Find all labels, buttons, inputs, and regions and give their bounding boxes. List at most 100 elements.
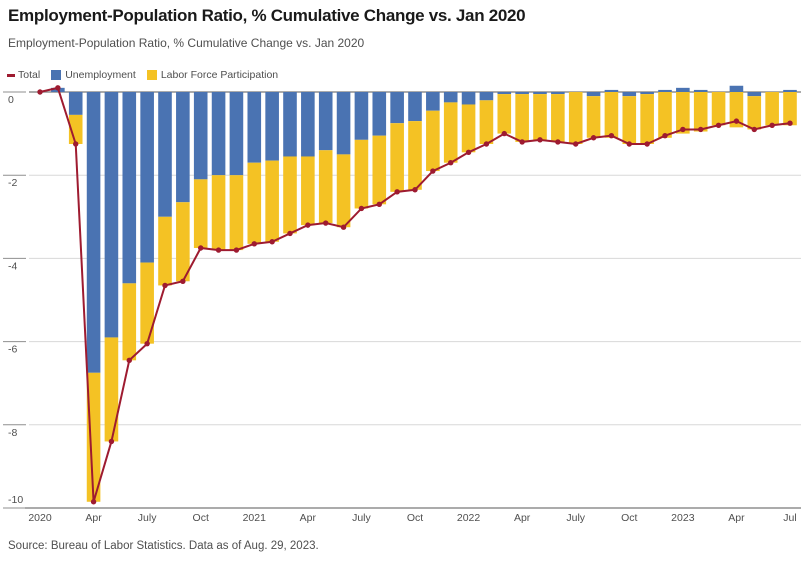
bar-unemployment (265, 92, 279, 161)
y-tick-label: -2 (8, 177, 17, 189)
bar-unemployment (604, 89, 619, 92)
bar-unemployment (158, 92, 172, 217)
legend-item-total: Total (7, 69, 40, 81)
lfp-swatch (146, 70, 157, 80)
bar-labor-force-participation (765, 92, 779, 126)
bar-labor-force-participation (711, 92, 726, 126)
bar-labor-force-participation (301, 156, 315, 226)
bar-labor-force-participation (640, 94, 654, 144)
total-line-point (108, 438, 115, 445)
y-tick-label: -4 (8, 260, 17, 272)
total-line-point (448, 160, 454, 166)
total-line-point (608, 132, 615, 139)
bar-labor-force-participation (140, 262, 154, 344)
y-tick-label: -10 (8, 494, 23, 506)
y-tick-label: -6 (8, 344, 17, 356)
bar-unemployment (283, 92, 297, 157)
bar-labor-force-participation (158, 216, 172, 286)
total-line-point (358, 205, 365, 212)
bar-labor-force-participation (604, 92, 619, 138)
x-tick-label: 2021 (243, 512, 267, 524)
total-line-point (305, 222, 311, 228)
bar-unemployment (354, 92, 369, 140)
total-line-point (787, 120, 793, 126)
bar-unemployment (426, 92, 440, 111)
total-line-point (733, 118, 740, 124)
x-tick-label: 2023 (671, 512, 695, 524)
bar-labor-force-participation (729, 92, 744, 128)
total-line-point (465, 149, 472, 156)
legend-item-lfp: Labor Force Participation (146, 69, 279, 81)
total-line-point (376, 201, 382, 208)
bar-unemployment (122, 92, 137, 284)
total-line-point (215, 247, 222, 253)
bar-unemployment (104, 92, 119, 338)
total-line-point (55, 85, 61, 91)
bar-unemployment (729, 85, 744, 92)
bar-unemployment (140, 92, 154, 263)
total-line-point (769, 122, 775, 128)
bar-labor-force-participation (211, 175, 226, 251)
x-tick-label: July (138, 512, 157, 524)
x-tick-label: Apr (728, 512, 745, 524)
bar-unemployment (783, 89, 797, 92)
bar-unemployment (301, 92, 315, 157)
bar-unemployment (176, 92, 190, 203)
unemployment-swatch (51, 70, 62, 80)
bar-labor-force-participation (336, 154, 351, 228)
total-line-point (126, 357, 132, 364)
x-tick-label: Oct (621, 512, 637, 524)
total-line-point (644, 141, 650, 147)
bar-labor-force-participation (461, 104, 476, 153)
bar-unemployment (747, 92, 762, 97)
total-line-point (269, 239, 275, 245)
x-tick-label: Apr (85, 512, 102, 524)
bar-labor-force-participation (354, 139, 369, 209)
total-line-point (162, 282, 168, 289)
bar-labor-force-participation (479, 100, 494, 144)
bar-unemployment (390, 92, 404, 124)
x-tick-label: 2020 (28, 512, 52, 524)
legend-label-lfp: Labor Force Participation (160, 69, 279, 81)
total-line-point (698, 126, 704, 133)
bar-labor-force-participation (747, 96, 762, 130)
bar-unemployment (408, 92, 422, 122)
total-line-point (501, 130, 507, 137)
bar-labor-force-participation (122, 283, 137, 361)
bar-unemployment (443, 92, 458, 103)
x-tick-label: Oct (407, 512, 423, 524)
bar-labor-force-participation (86, 372, 101, 502)
bar-unemployment (247, 92, 262, 163)
bar-unemployment (676, 87, 690, 92)
bar-unemployment (479, 92, 494, 101)
x-tick-label: Apr (514, 512, 531, 524)
bar-labor-force-participation (497, 94, 512, 134)
bar-labor-force-participation (372, 135, 387, 205)
legend: Total Unemployment Labor Force Participa… (7, 69, 289, 81)
total-line-point (233, 247, 240, 253)
total-line-point (90, 499, 97, 505)
x-tick-label: July (566, 512, 585, 524)
bar-unemployment (86, 92, 101, 373)
bar-labor-force-participation (318, 150, 333, 224)
bar-unemployment (68, 92, 83, 115)
total-line-point (412, 187, 418, 193)
bar-unemployment (551, 92, 565, 95)
bar-labor-force-participation (515, 94, 529, 142)
bar-unemployment (640, 92, 654, 95)
bar-labor-force-participation (390, 123, 404, 192)
legend-item-unemployment: Unemployment (51, 69, 136, 81)
y-tick-label: 0 (8, 94, 14, 106)
bar-labor-force-participation (426, 110, 440, 172)
bar-labor-force-participation (533, 94, 547, 140)
total-line-point (198, 245, 204, 251)
bar-labor-force-participation (676, 92, 690, 134)
total-line-point (626, 141, 632, 147)
bar-labor-force-participation (443, 102, 458, 163)
bar-labor-force-participation (265, 160, 279, 242)
bar-labor-force-participation (693, 92, 708, 132)
total-line-point (73, 141, 79, 147)
total-line-point (251, 241, 257, 247)
total-line-point (180, 278, 186, 284)
bar-unemployment (622, 92, 637, 97)
